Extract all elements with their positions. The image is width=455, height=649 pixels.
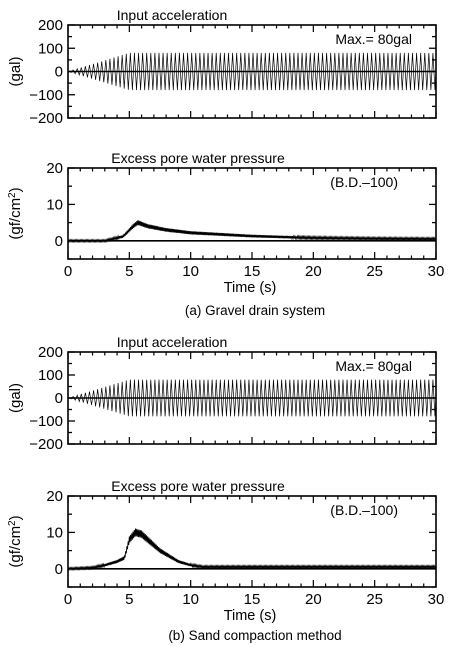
- y-axis-label-close: ): [7, 187, 24, 192]
- chart-annotation: Max.= 80gal: [335, 358, 412, 374]
- series-line-acceleration: [67, 52, 437, 91]
- caption-b: (b) Sand compaction method: [168, 628, 341, 643]
- y-tick-label: 10: [46, 196, 63, 213]
- y-axis-label: (gf/cm2): [7, 187, 25, 239]
- x-tick-label: 10: [182, 591, 199, 608]
- x-tick-label: 20: [305, 263, 322, 280]
- y-tick-label: −200: [29, 110, 63, 127]
- y-axis-label: (gf/cm2): [7, 515, 25, 567]
- x-tick-label: 30: [428, 263, 445, 280]
- chart-panel-2: 20 10 00 5 10 15 20 25 30 Excess pore water press…: [7, 150, 445, 296]
- x-axis-label: Time (s): [224, 608, 277, 624]
- chart-title: Input acceleration: [117, 7, 228, 23]
- chart-annotation: (B.D.–100): [330, 174, 398, 190]
- y-axis-label-superscript: 2: [7, 520, 18, 526]
- y-tick-label: 0: [55, 64, 63, 81]
- x-tick-label: 10: [182, 263, 199, 280]
- y-tick-label: 20: [46, 160, 63, 177]
- chart-panel-1: 200 100 0 −100 −200 Input acceleration Max.= 8…: [7, 7, 437, 127]
- x-tick-label: 5: [125, 591, 133, 608]
- y-tick-label: 200: [38, 344, 63, 361]
- y-tick-label: 0: [55, 233, 63, 250]
- x-tick-label: 15: [244, 591, 261, 608]
- y-tick-label: 100: [38, 367, 63, 384]
- x-tick-label: 0: [64, 591, 72, 608]
- y-axis-label-superscript: 2: [7, 192, 18, 198]
- series-line-acceleration: [67, 379, 437, 417]
- chart-title: Input acceleration: [117, 334, 228, 350]
- series-line-pore-pressure: [67, 528, 436, 572]
- y-axis-label: (gal): [7, 56, 24, 86]
- x-tick-label: 25: [366, 263, 383, 280]
- series-line-pore-pressure: [67, 220, 436, 244]
- y-tick-label: 10: [46, 524, 63, 541]
- chart-panel-3: 200 100 0 −100 −200 Input acceleration Max.= 8…: [7, 334, 437, 453]
- x-tick-label: 0: [64, 263, 72, 280]
- y-tick-label: −200: [29, 436, 63, 453]
- chart-annotation: (B.D.–100): [330, 502, 398, 518]
- x-tick-label: 20: [305, 591, 322, 608]
- x-tick-label: 25: [366, 591, 383, 608]
- y-axis-label-close: ): [7, 515, 24, 520]
- y-tick-label: 0: [55, 561, 63, 578]
- y-tick-label: 100: [38, 40, 63, 57]
- x-tick-label: 30: [428, 591, 445, 608]
- caption-a: (a) Gravel drain system: [185, 303, 325, 318]
- chart-annotation: Max.= 80gal: [335, 31, 412, 47]
- x-tick-label: 15: [244, 263, 261, 280]
- y-tick-label: 200: [38, 17, 63, 34]
- y-tick-label: 20: [46, 488, 63, 505]
- chart-title: Excess pore water pressure: [111, 150, 285, 166]
- x-tick-label: 5: [125, 263, 133, 280]
- y-axis-label: (gal): [7, 383, 24, 413]
- chart-panel-4: 20 10 00 5 10 15 20 25 30 Excess pore water press…: [7, 478, 445, 624]
- y-tick-label: −100: [29, 87, 63, 104]
- y-tick-label: −100: [29, 413, 63, 430]
- y-tick-label: 0: [55, 390, 63, 407]
- x-axis-label: Time (s): [224, 280, 277, 296]
- chart-title: Excess pore water pressure: [111, 478, 285, 494]
